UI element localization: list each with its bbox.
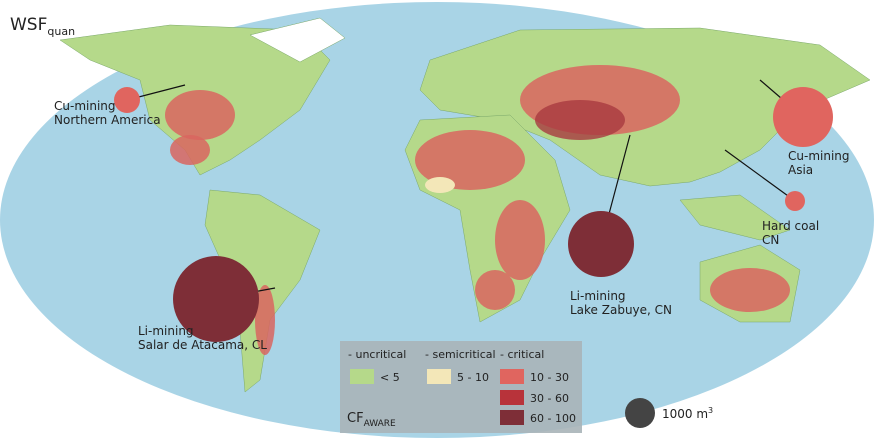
annotation: CN (762, 233, 779, 247)
legend-swatch (427, 369, 451, 384)
legend-group: - critical (500, 348, 544, 361)
legend-label: 60 - 100 (530, 412, 576, 425)
annotation: Cu-mining (54, 99, 116, 113)
annotation: Northern America (54, 113, 161, 127)
legend-label: 5 - 10 (457, 371, 489, 384)
annotation: Lake Zabuye, CN (570, 303, 672, 317)
legend: - uncritical - semicritical - critical < 5 5… (348, 348, 576, 425)
annotation: Asia (788, 163, 813, 177)
annotation: Hard coal (762, 219, 819, 233)
continents (59, 17, 871, 393)
legend-swatch (500, 410, 524, 425)
annotation: Salar de Atacama, CL (138, 338, 267, 352)
legend-label: < 5 (380, 371, 400, 384)
volume-circles (114, 79, 833, 342)
annotation: Cu-mining (788, 149, 850, 163)
legend-label: 10 - 30 (530, 371, 569, 384)
legend-title: CFAWARE (347, 411, 396, 429)
legend-swatch (500, 369, 524, 384)
scale-label: 1000 m3 (662, 406, 713, 421)
legend-box (340, 341, 582, 433)
scale-circle (625, 398, 655, 428)
annotation: Li-mining (138, 324, 194, 338)
legend-label: 30 - 60 (530, 392, 569, 405)
legend-swatch (500, 390, 524, 405)
legend-group: - uncritical (348, 348, 406, 361)
legend-swatch (350, 369, 374, 384)
map-title: WSFquan (10, 15, 75, 38)
annotation: Li-mining (570, 289, 626, 303)
legend-group: - semicritical (425, 348, 496, 361)
